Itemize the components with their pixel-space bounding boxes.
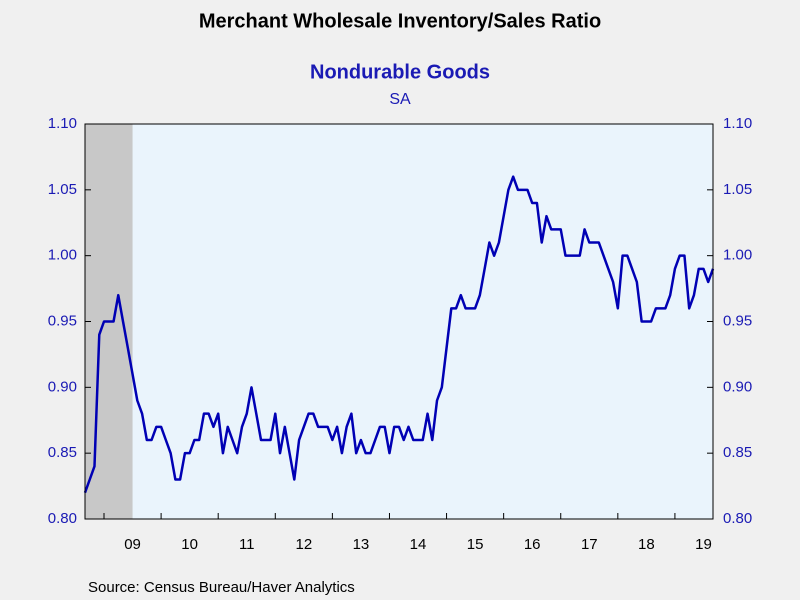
y-tick-label: 0.90 [48,378,77,395]
x-tick-label: 13 [353,536,370,553]
x-tick-label: 12 [295,536,312,553]
plot-background [85,124,713,519]
chart-note: SA [389,91,411,108]
x-tick-label: 10 [181,536,198,553]
y2-tick-label: 1.00 [723,247,752,264]
plot-frame [84,123,714,520]
y2-tick-label: 0.80 [723,510,752,527]
y-tick-label: 1.10 [48,115,77,132]
source: Source: Census Bureau/Haver Analytics [88,579,355,596]
y2-tick-label: 1.10 [723,115,752,132]
x-tick-label: 15 [467,536,484,553]
x-tick-label: 19 [695,536,712,553]
x-tick-label: 17 [581,536,598,553]
chart-subtitle: Nondurable Goods [310,61,490,83]
y-tick-label: 0.80 [48,510,77,527]
y-tick-label: 1.05 [48,181,77,198]
x-tick-label: 16 [524,536,541,553]
y2-tick-label: 0.85 [723,444,752,461]
x-tick-label: 11 [239,536,255,553]
plot-area: 0.80 0.80 0.85 0.85 0.90 0.90 0.95 0.95 1.00 1.00… [48,115,752,553]
x-tick-label: 18 [638,536,655,553]
y-tick-label: 1.00 [48,247,77,264]
chart-title: Merchant Wholesale Inventory/Sales Ratio [199,10,601,32]
y2-tick-label: 0.95 [723,312,752,329]
y2-tick-label: 1.05 [723,181,752,198]
y-tick-label: 0.85 [48,444,77,461]
x-tick-label: 09 [124,536,141,553]
y-tick-label: 0.95 [48,312,77,329]
x-tick-label: 14 [410,536,427,553]
data-line [83,175,715,494]
y2-tick-label: 0.90 [723,378,752,395]
